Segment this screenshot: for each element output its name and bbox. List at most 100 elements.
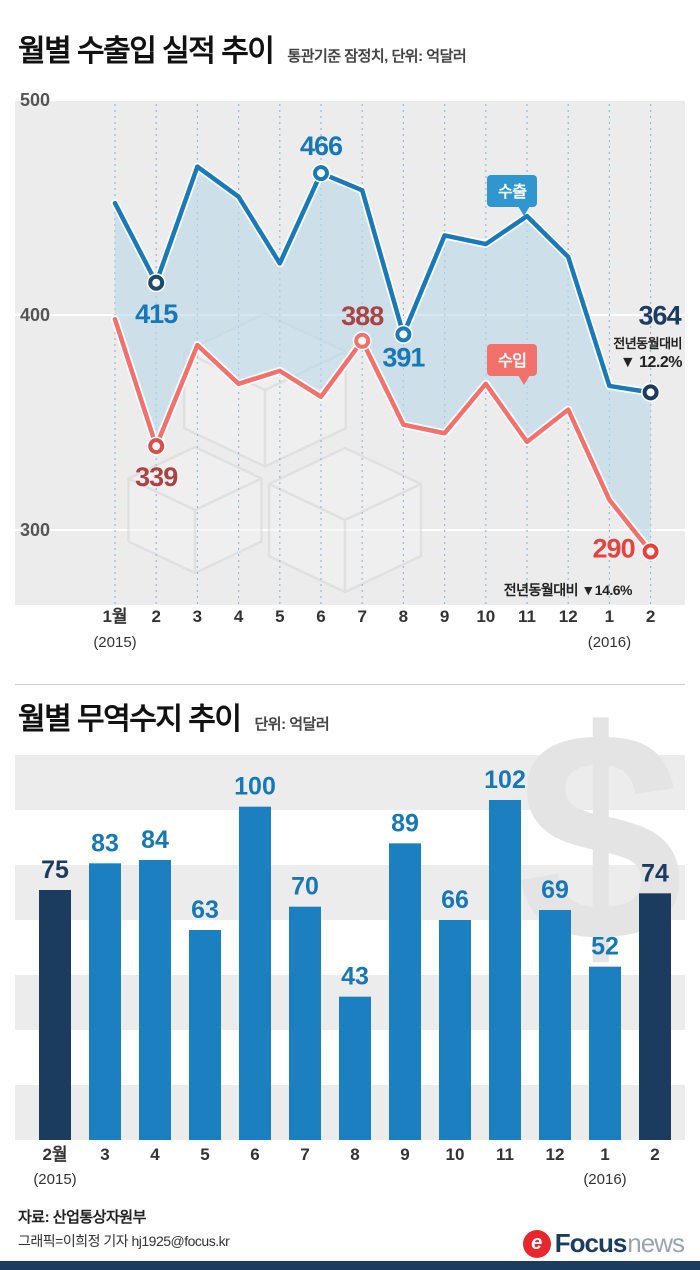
export-line bbox=[112, 164, 653, 395]
export-yoy-label: 전년동월대비 bbox=[613, 336, 682, 351]
focus-news-logo-brand: Focus bbox=[554, 1228, 628, 1258]
bar-value-label: 102 bbox=[484, 766, 526, 794]
point-marker bbox=[642, 543, 659, 560]
focus-news-logo: e Focus news bbox=[522, 1228, 685, 1259]
x-tick-label: 11 bbox=[518, 607, 536, 626]
trade-balance-bar bbox=[239, 806, 271, 1140]
focus-news-logo-suffix: news bbox=[627, 1228, 685, 1258]
trade-balance-bar bbox=[139, 860, 171, 1140]
y-tick-label: 300 bbox=[20, 520, 50, 540]
x-tick-label: 8 bbox=[350, 1145, 359, 1164]
bar-value-label: 70 bbox=[291, 873, 319, 901]
trade-balance-header: 월별 무역수지 추이 단위: 억달러 bbox=[18, 694, 330, 738]
trade-balance-bar bbox=[489, 800, 521, 1140]
export-import-chart-subtitle: 통관기준 잠정치, 단위: 억달러 bbox=[287, 48, 467, 65]
point-value-label: 388 bbox=[341, 301, 384, 331]
x-tick-label: 3 bbox=[100, 1145, 109, 1164]
export-yoy-value: ▼ 12.2% bbox=[619, 354, 683, 371]
x-tick-label: 2 bbox=[646, 607, 655, 626]
point-value-label: 290 bbox=[593, 534, 635, 564]
x-tick-label: 12 bbox=[546, 1145, 565, 1164]
trade-balance-bar bbox=[439, 920, 471, 1140]
bar-value-label: 100 bbox=[234, 773, 276, 801]
trade-balance-bar bbox=[539, 910, 571, 1140]
x-tick-label: 8 bbox=[399, 607, 408, 626]
export-import-line-chart: 300 400 500 415 466 391 364 339 388 290 1월 2 3 4 5 6 7 8 9… bbox=[15, 90, 685, 651]
background-stripe bbox=[15, 810, 685, 865]
year-label: (2015) bbox=[93, 634, 136, 651]
bar-value-label: 75 bbox=[41, 856, 69, 884]
point-value-label: 364 bbox=[639, 300, 682, 330]
point-marker bbox=[313, 165, 329, 182]
boxes-watermark bbox=[127, 312, 423, 594]
point-marker bbox=[148, 438, 165, 455]
y-tick-label: 400 bbox=[20, 305, 50, 325]
x-tick-label: 5 bbox=[275, 607, 284, 626]
background-stripe bbox=[15, 755, 685, 810]
trade-balance-bar bbox=[39, 890, 71, 1140]
bar-value-label: 52 bbox=[591, 933, 619, 961]
export-series-badge: 수출 bbox=[487, 175, 538, 216]
point-value-label: 466 bbox=[300, 131, 343, 161]
section-divider bbox=[15, 684, 685, 685]
x-tick-label: 1월 bbox=[102, 607, 127, 626]
data-source-text: 자료: 산업통상자원부 bbox=[18, 1209, 146, 1226]
point-value-label: 415 bbox=[135, 299, 178, 329]
point-marker bbox=[642, 384, 659, 401]
x-tick-label: 1 bbox=[605, 607, 614, 626]
point-marker bbox=[354, 332, 371, 349]
trade-balance-bar bbox=[639, 893, 671, 1140]
export-import-header: 월별 수출입 실적 추이 통관기준 잠정치, 단위: 억달러 bbox=[18, 26, 467, 70]
bar-value-label: 83 bbox=[91, 829, 119, 857]
bar-value-label: 74 bbox=[641, 859, 669, 887]
bar-value-label: 89 bbox=[391, 809, 419, 837]
trade-balance-bar bbox=[89, 863, 121, 1140]
trade-balance-bar bbox=[289, 906, 321, 1140]
x-tick-label: 7 bbox=[300, 1145, 309, 1164]
trade-balance-bar bbox=[339, 996, 371, 1140]
export-import-chart-title: 월별 수출입 실적 추이 bbox=[18, 35, 275, 68]
x-tick-label: 2 bbox=[650, 1145, 659, 1164]
x-tick-label: 4 bbox=[150, 1145, 160, 1164]
bottom-accent-bar bbox=[0, 1261, 700, 1270]
y-tick-label: 500 bbox=[20, 90, 50, 110]
bar-value-label: 84 bbox=[141, 826, 169, 854]
x-tick-label: 9 bbox=[440, 607, 449, 626]
x-tick-label: 2 bbox=[151, 607, 160, 626]
point-marker bbox=[395, 326, 412, 343]
x-tick-label: 6 bbox=[250, 1145, 259, 1164]
x-tick-label: 4 bbox=[234, 607, 244, 626]
year-label: (2016) bbox=[583, 1171, 626, 1188]
x-tick-label: 12 bbox=[559, 607, 578, 626]
bar-value-label: 69 bbox=[541, 876, 569, 904]
x-tick-label: 10 bbox=[476, 607, 495, 626]
between-series-area bbox=[115, 166, 651, 552]
x-tick-label: 5 bbox=[200, 1145, 209, 1164]
trade-balance-bar bbox=[189, 930, 221, 1140]
x-tick-label: 7 bbox=[357, 607, 366, 626]
x-tick-label: 10 bbox=[446, 1145, 465, 1164]
point-marker bbox=[148, 274, 165, 291]
x-tick-label: 2월 bbox=[42, 1145, 67, 1164]
x-tick-label: 11 bbox=[496, 1145, 514, 1164]
trade-balance-chart-subtitle: 단위: 억달러 bbox=[254, 716, 330, 733]
trade-balance-bar bbox=[589, 966, 621, 1140]
background-stripe bbox=[15, 865, 685, 920]
import-yoy-note: 전년동월대비 ▼14.6% bbox=[503, 582, 633, 598]
x-tick-label: 3 bbox=[193, 607, 202, 626]
x-tick-label: 1 bbox=[600, 1145, 609, 1164]
trade-balance-bar bbox=[389, 843, 421, 1140]
bar-value-label: 43 bbox=[341, 963, 369, 991]
bar-value-label: 66 bbox=[441, 886, 469, 914]
bar-value-label: 63 bbox=[191, 896, 219, 924]
x-tick-label: 6 bbox=[316, 607, 325, 626]
background-stripe bbox=[15, 920, 685, 975]
import-line bbox=[112, 317, 653, 554]
export-yoy-note: 전년동월대비 ▼ 12.2% bbox=[613, 333, 682, 372]
year-label: (2016) bbox=[588, 634, 631, 651]
graphic-credit-text: 그래픽=이희정 기자 hj1925@focus.kr bbox=[18, 1233, 230, 1249]
trade-balance-chart-title: 월별 무역수지 추이 bbox=[18, 703, 242, 736]
point-value-label: 339 bbox=[135, 462, 178, 492]
